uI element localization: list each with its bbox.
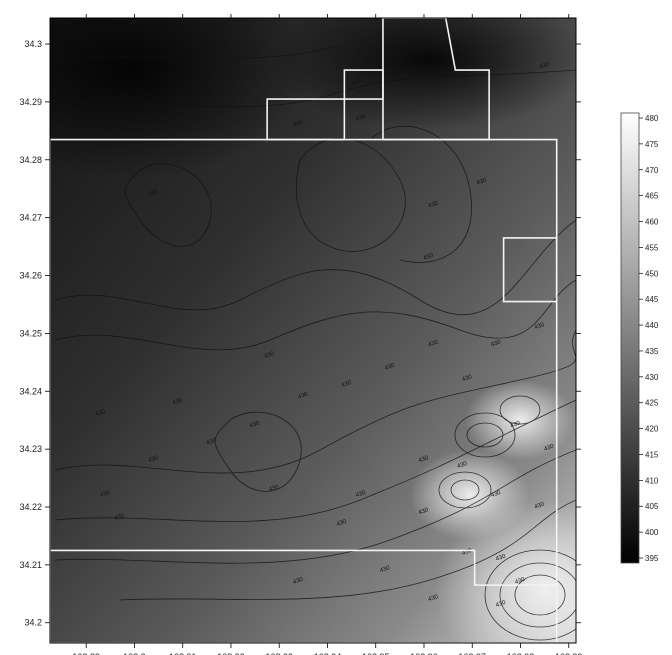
colorbar-label: 470 [645,166,659,175]
colorbar-label: 440 [645,321,659,330]
contour-label: 430 [336,519,348,528]
colorbar-label: 420 [645,425,659,434]
y-tick-label: 34.27 [19,213,42,223]
colorbar-label: 435 [645,347,659,356]
y-axis: 34.3 34.29 34.28 34.27 34.26 34.25 34.24 34.23 3… [19,39,581,628]
colorbar-label: 430 [645,373,659,382]
y-tick-label: 34.23 [19,444,42,454]
contour-label: 430 [490,490,502,499]
contour-label: 430 [292,119,304,128]
contour-label: 430 [384,362,396,371]
colorbar-label: 395 [645,554,659,563]
contour-label: 430 [350,79,362,88]
contour-label: 430 [297,391,309,400]
contour-label: 430 [418,455,430,464]
contour-lines [54,44,576,641]
colorbar-label: 455 [645,243,659,252]
contour-label: 430 [534,501,546,510]
x-tick-label: 108.93 [265,652,293,655]
colorbar-gradient [620,112,640,564]
contour-label: 430 [539,61,551,70]
contour-labels: 430 430 430 430 430 430 430 430 430 430 430 430 430 4… [95,61,556,608]
boundary-polygon [502,237,558,303]
contour-label: 430 [114,513,126,522]
contour-label: 430 [292,577,304,586]
contour-label: 430 [148,455,160,464]
contour-label: 430 [514,577,526,586]
y-tick-label: 34.26 [19,271,42,281]
colorbar-label: 480 [645,114,659,123]
boundary-polygons [50,18,558,643]
boundary-polygon [382,18,490,141]
x-tick-label: 108.9 [123,652,146,655]
contour-label: 430 [172,397,184,406]
y-tick-label: 34.3 [24,39,42,49]
x-tick-label: 108.99 [555,652,583,655]
x-axis: 108.89 108.9 108.91 108.92 108.93 108.94 108.9… [72,14,583,655]
contour-label: 430 [534,322,546,331]
contour-label: 430 [95,409,107,418]
contour-label: 430 [543,443,555,452]
x-tick-label: 108.95 [362,652,390,655]
boundary-polygon [50,549,558,586]
contour-label: 430 [355,490,367,499]
colorbar-label: 405 [645,502,659,511]
colorbar-label: 460 [645,218,659,227]
y-tick-label: 34.2 [24,618,42,628]
plot-frame [49,17,577,644]
y-tick-label: 34.21 [19,560,42,570]
colorbar-label: 410 [645,476,659,485]
heatmap-field: 430 430 430 430 430 430 430 430 430 430 430 430 430 4… [50,18,576,643]
y-tick-label: 34.29 [19,97,42,107]
colorbar-label: 425 [645,399,659,408]
colorbar-label: 465 [645,192,659,201]
contour-label: 430 [206,438,218,447]
contour-label: 430 [428,594,440,603]
colorbar-label: 475 [645,140,659,149]
contour-label: 430 [428,61,440,70]
colorbar-labels: 480 475 470 465 460 455 450 445 440 435 430 425 420 4… [639,114,659,563]
contour-label: 430 [428,200,440,209]
x-tick-label: 108.96 [410,652,438,655]
x-tick-label: 108.94 [314,652,342,655]
contour-label: 430 [495,600,507,609]
contour-label: 430 [423,252,435,261]
contour-label: 430 [495,553,507,562]
contour-label: 430 [457,461,469,470]
contour-label: 430 [263,351,275,360]
y-tick-label: 34.25 [19,328,42,338]
contour-label: 430 [148,189,160,198]
contour-label: 430 [461,374,473,383]
x-tick-label: 108.92 [217,652,245,655]
contour-label: 430 [341,380,353,389]
x-tick-label: 108.89 [72,652,100,655]
contour-label: 430 [490,339,502,348]
contour-label: 430 [249,420,261,429]
contour-label: 430 [379,565,391,574]
contour-label: 430 [476,177,488,186]
y-tick-label: 34.24 [19,386,42,396]
colorbar-label: 445 [645,295,659,304]
x-tick-label: 108.98 [507,652,535,655]
contour-label: 430 [268,484,280,493]
contour-label: 430 [355,114,367,123]
y-tick-label: 34.28 [19,155,42,165]
contour-label: 430 [418,507,430,516]
x-tick-label: 108.91 [169,652,197,655]
contour-label: 430 [461,548,473,557]
colorbar-label: 450 [645,269,659,278]
colorbar-label: 415 [645,450,659,459]
contour-label: 430 [510,420,522,429]
colorbar-label: 400 [645,528,659,537]
y-tick-label: 34.22 [19,502,42,512]
contour-label: 430 [167,73,179,82]
contour-label: 430 [119,90,131,99]
colorbar: 480 475 470 465 460 455 450 445 440 435 430 425 420 4… [620,112,659,564]
contour-label: 430 [99,490,111,499]
contour-label: 430 [428,339,440,348]
x-tick-label: 108.97 [458,652,486,655]
